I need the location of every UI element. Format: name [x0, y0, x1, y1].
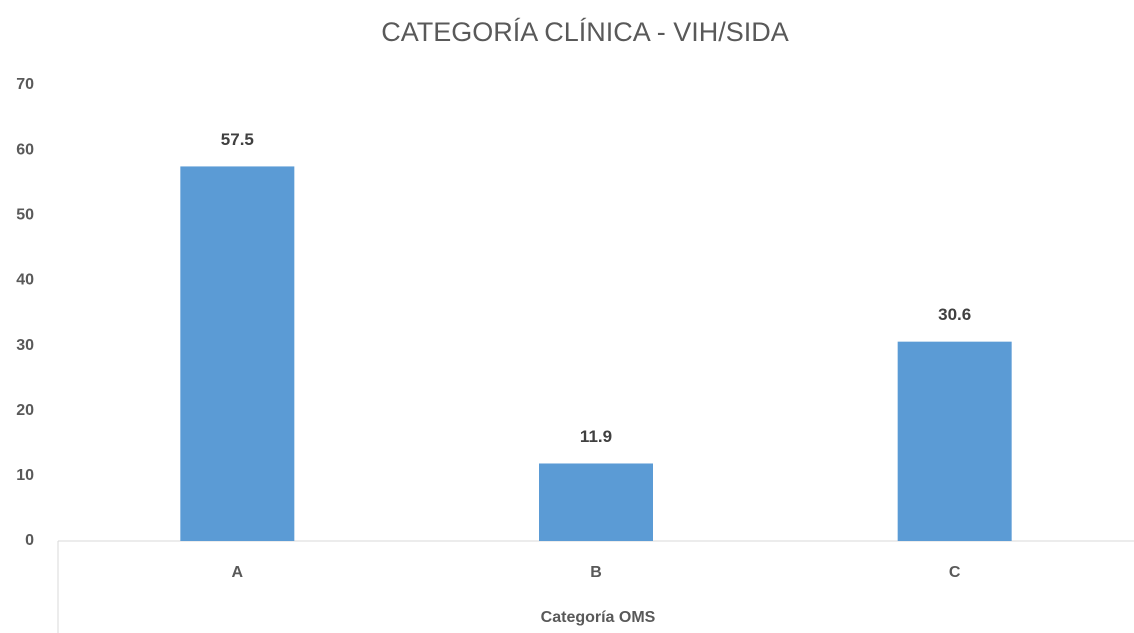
bar — [539, 463, 653, 541]
data-label: 30.6 — [938, 305, 971, 324]
chart-title: CATEGORÍA CLÍNICA - VIH/SIDA — [381, 17, 789, 47]
bar — [897, 341, 1012, 541]
data-label: 57.5 — [221, 130, 254, 149]
data-label: 11.9 — [580, 427, 612, 446]
bar — [180, 166, 295, 541]
x-axis-label: Categoría OMS — [541, 609, 656, 626]
x-tick-label: A — [232, 564, 244, 581]
x-tick-label: B — [590, 564, 602, 581]
y-tick-label: 50 — [16, 207, 34, 224]
y-tick-label: 20 — [16, 402, 34, 419]
y-tick-label: 10 — [16, 467, 34, 484]
x-tick-label: C — [949, 564, 961, 581]
y-tick-label: 40 — [16, 272, 34, 289]
y-tick-label: 30 — [16, 337, 34, 354]
y-tick-label: 70 — [16, 76, 34, 93]
y-tick-label: 0 — [25, 532, 34, 549]
y-tick-label: 60 — [16, 141, 34, 158]
